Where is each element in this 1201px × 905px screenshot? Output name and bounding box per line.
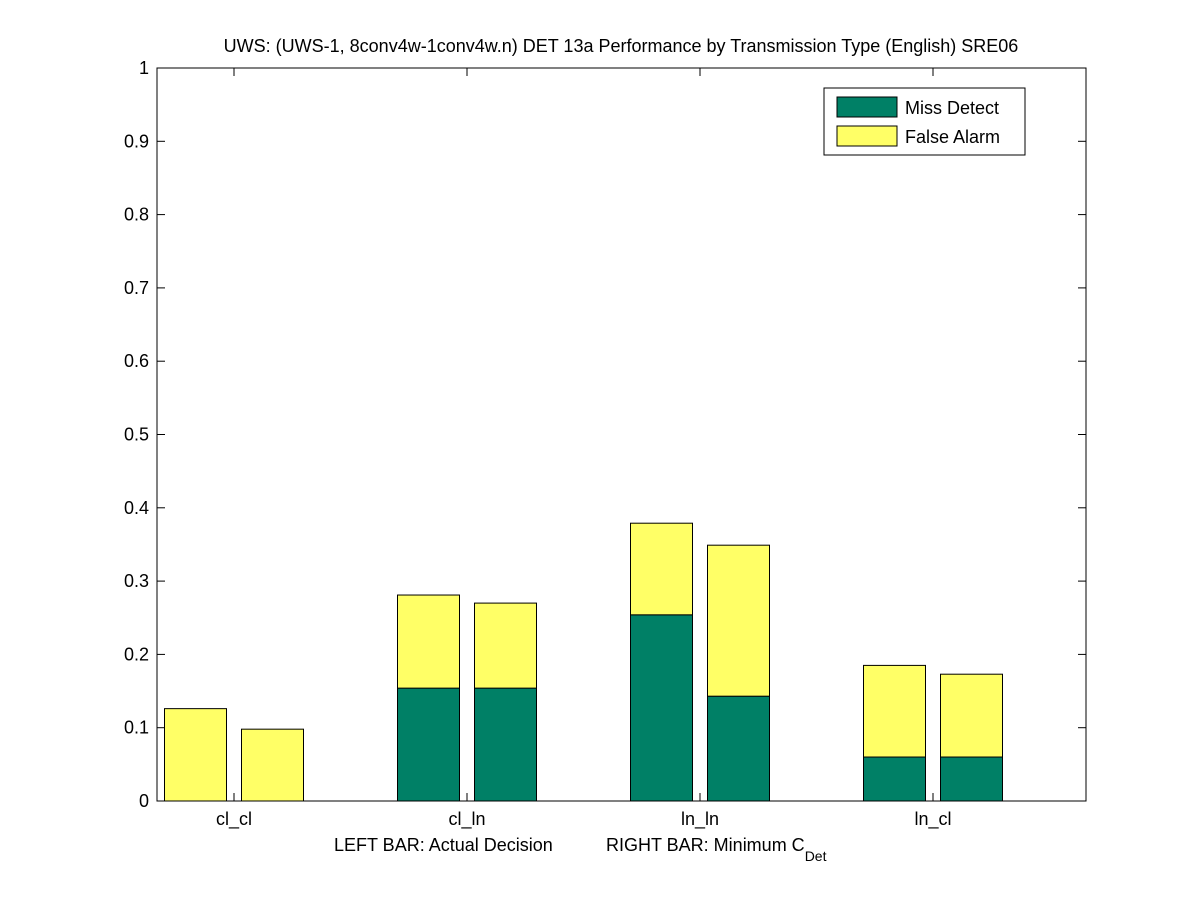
plot-area xyxy=(156,67,1087,802)
y-tick-label: 0.9 xyxy=(124,131,149,151)
bar-actual-miss-detect xyxy=(630,614,693,802)
bar-group-ln-ln xyxy=(630,522,770,802)
x-axis-label: LEFT BAR: Actual Decision RIGHT BAR: Min… xyxy=(334,835,827,864)
bar-minimum-false-alarm xyxy=(940,673,1003,758)
y-tick-label: 0.5 xyxy=(124,425,149,445)
bar-actual-miss-detect xyxy=(863,756,926,802)
bar-series xyxy=(164,522,1003,802)
y-tick-label: 0.8 xyxy=(124,205,149,225)
legend-swatch-fa xyxy=(836,125,898,147)
bar-actual-false-alarm xyxy=(863,664,926,758)
x-axis-label-right-main: RIGHT BAR: Minimum C xyxy=(606,835,805,855)
y-tick-label: 0.3 xyxy=(124,571,149,591)
legend: Miss Detect False Alarm xyxy=(823,87,1026,156)
bar-group-ln-cl xyxy=(863,664,1003,802)
bar-actual-false-alarm xyxy=(630,522,693,616)
x-tick-label: cl_cl xyxy=(216,809,252,830)
x-tick-label: cl_ln xyxy=(448,809,485,830)
y-axis: 0 0.1 0.2 0.3 0.4 0.5 0.6 0.7 0.8 0.9 1 xyxy=(124,58,1086,811)
x-axis-label-right-subscript: Det xyxy=(805,848,827,864)
bar-actual-miss-detect xyxy=(397,687,460,802)
bar-minimum-miss-detect xyxy=(707,695,770,802)
y-tick-label: 0.1 xyxy=(124,718,149,738)
x-axis: cl_cl cl_ln ln_ln ln_cl xyxy=(216,68,952,830)
x-tick-label: ln_ln xyxy=(681,809,719,830)
legend-swatch-miss xyxy=(836,96,898,118)
y-tick-label: 0 xyxy=(139,791,149,811)
bar-minimum-false-alarm xyxy=(474,602,537,689)
chart-title: UWS: (UWS-1, 8conv4w-1conv4w.n) DET 13a … xyxy=(224,36,1019,56)
bar-minimum-miss-detect xyxy=(474,687,537,802)
bar-minimum-false-alarm xyxy=(241,728,304,802)
legend-label-miss: Miss Detect xyxy=(905,98,999,118)
legend-label-fa: False Alarm xyxy=(905,127,1000,147)
x-axis-label-left: LEFT BAR: Actual Decision xyxy=(334,835,553,855)
y-tick-label: 0.6 xyxy=(124,351,149,371)
bar-actual-false-alarm xyxy=(164,708,227,802)
y-tick-label: 0.2 xyxy=(124,644,149,664)
bar-minimum-false-alarm xyxy=(707,544,770,697)
bar-group-cl-cl xyxy=(164,708,304,802)
y-tick-label: 0.4 xyxy=(124,498,149,518)
bar-minimum-miss-detect xyxy=(940,756,1003,802)
y-tick-label: 1 xyxy=(139,58,149,78)
y-tick-label: 0.7 xyxy=(124,278,149,298)
x-axis-label-right: RIGHT BAR: Minimum CDet xyxy=(606,835,827,864)
x-tick-label: ln_cl xyxy=(914,809,951,830)
bar-group-cl-ln xyxy=(397,594,537,802)
bar-actual-false-alarm xyxy=(397,594,460,689)
